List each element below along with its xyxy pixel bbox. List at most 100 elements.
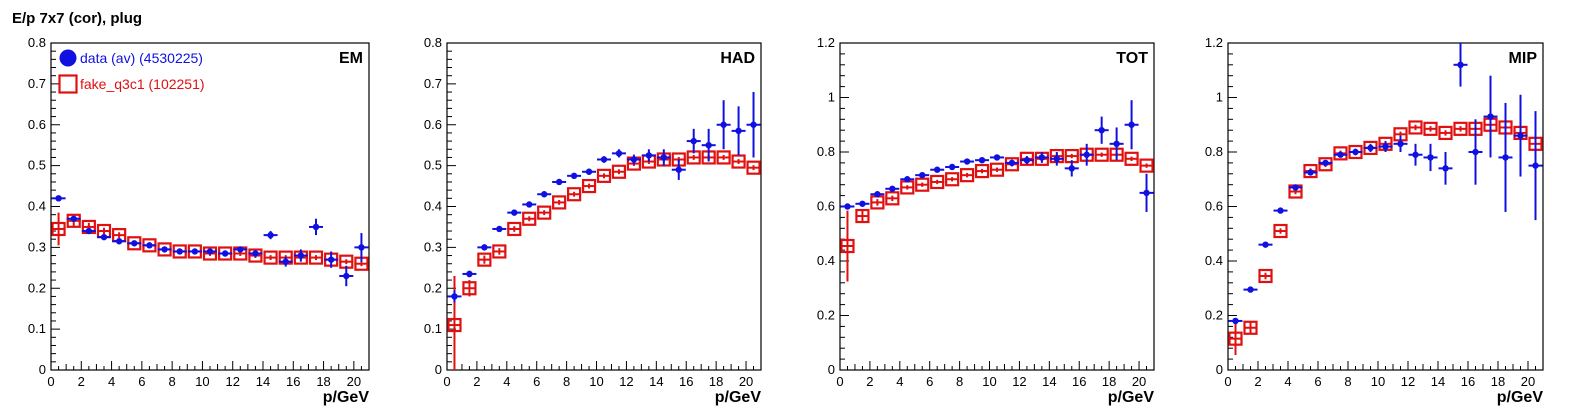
data-marker [1532,162,1539,169]
data-point [567,172,582,180]
data-point [1378,141,1393,152]
data-marker [570,172,578,180]
data-point [1333,151,1348,158]
data-marker [1427,154,1434,161]
data-point [975,156,990,164]
data-marker [1472,148,1479,156]
x-tick-label: 4 [108,374,115,389]
data-point [840,203,855,210]
x-tick-label: 12 [1401,374,1415,389]
data-marker [282,258,289,265]
data-point [1243,286,1258,293]
fake-point [492,244,507,259]
data-point [142,242,157,249]
data-point [66,215,81,222]
panel-label: HAD [720,50,755,67]
data-point [187,248,202,255]
data-point [656,149,671,166]
x-tick-label: 10 [1371,374,1385,389]
data-point [1363,143,1378,152]
y-tick-label: 1 [828,90,835,105]
data-point [447,290,462,303]
data-point [870,191,885,198]
data-point [51,195,66,202]
fake-marker [1318,157,1333,172]
fake-marker [581,178,597,194]
fake-marker [915,177,930,192]
x-tick-label: 10 [195,374,209,389]
data-point [218,250,233,257]
x-tick-label: 20 [1521,374,1535,389]
data-marker [1307,169,1314,176]
x-tick-label: 18 [1102,374,1116,389]
y-tick-label: 0.5 [28,158,46,173]
legend-label: fake_q3c1 (102251) [80,76,205,92]
data-point [626,154,641,165]
data-point [990,154,1004,161]
y-tick-label: 0.7 [28,76,46,91]
data-marker [645,152,653,159]
data-marker [1053,155,1061,163]
plot-frame [839,42,1155,371]
legend-data-marker [59,49,77,67]
fake-marker [1228,331,1243,346]
data-marker [1008,159,1016,167]
x-tick-label: 2 [78,374,85,389]
fake-point [855,208,870,224]
data-marker [555,178,563,186]
fake-marker [1333,146,1348,161]
data-marker [297,252,305,259]
y-tick-label: 0.7 [424,76,442,91]
fake-marker [263,250,278,265]
data-marker [451,293,458,300]
data-point [1288,184,1303,191]
x-tick-label: 10 [982,374,996,389]
fake-marker [945,172,960,187]
data-point [1139,173,1154,212]
data-marker [496,225,503,233]
fake-point [1258,268,1273,284]
data-marker [1083,151,1090,158]
data-marker [327,256,335,263]
data-point [507,209,522,216]
fake-marker [855,208,870,224]
fake-point [959,168,975,183]
data-marker [1442,165,1449,172]
y-tick-label: 0.1 [28,321,46,336]
data-marker [933,166,941,173]
x-tick-label: 12 [225,374,239,389]
legend-fake-marker [58,74,78,94]
data-point [960,158,975,165]
y-tick-label: 0.3 [28,239,46,254]
data-marker [874,191,881,198]
data-point [1273,207,1288,214]
x-tick-label: 20 [347,374,361,389]
y-tick-label: 0.8 [1205,144,1223,159]
fake-point [1273,223,1288,239]
x-tick-label: 2 [866,374,873,389]
y-tick-label: 0.6 [1205,199,1223,214]
fake-marker [507,221,522,237]
y-tick-label: 0.8 [817,144,835,159]
x-tick-label: 8 [956,374,963,389]
fake-point [552,195,567,210]
y-tick-label: 0.3 [424,239,442,254]
data-point [1498,102,1513,212]
fake-point [581,178,597,194]
data-point [309,218,323,236]
fake-marker [1258,268,1273,284]
x-tick-label: 14 [1431,374,1445,389]
y-tick-label: 0 [39,362,46,377]
fake-marker [566,187,582,202]
data-point [1438,152,1453,185]
data-point [1079,143,1094,166]
x-tick-label: 16 [1461,374,1475,389]
fake-marker [611,164,627,179]
fake-point [945,172,960,187]
data-marker [1113,140,1120,148]
data-point [671,159,686,180]
data-point [1528,111,1543,221]
fake-marker [462,281,477,296]
y-tick-label: 0.6 [817,199,835,214]
